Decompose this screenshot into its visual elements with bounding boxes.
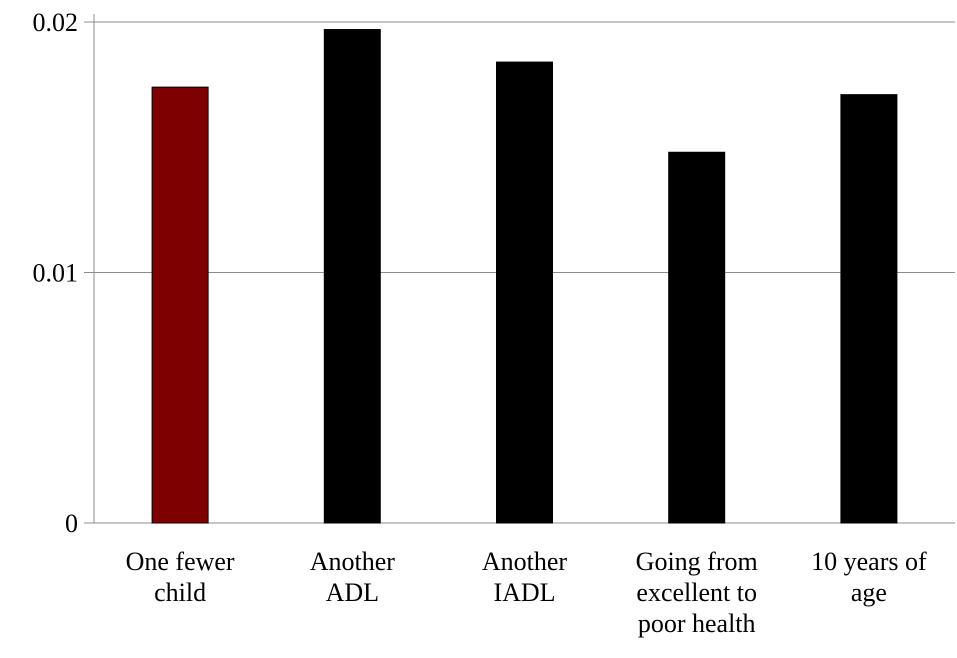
bar [840, 94, 898, 524]
y-tick-label: 0 [65, 509, 78, 538]
x-category-label-line: Another [310, 547, 396, 576]
bar [151, 86, 209, 524]
x-category-label-line: Going from [636, 547, 758, 576]
x-category-label-line: excellent to [636, 578, 757, 607]
x-category-label-line: 10 years of [811, 547, 927, 576]
x-category-label: Going from excellent to poor health [636, 547, 758, 638]
x-category-label-line: age [851, 578, 887, 607]
y-tick-label: 0.01 [33, 259, 79, 288]
y-tick-labels: 0 0.01 0.02 [33, 8, 79, 538]
bar [668, 151, 726, 524]
bar [323, 29, 381, 524]
x-category-label: Another IADL [482, 547, 568, 607]
x-category-label-line: One fewer [126, 547, 235, 576]
x-category-label: Another ADL [310, 547, 396, 607]
x-category-label: 10 years of age [811, 547, 927, 607]
x-category-label-line: ADL [326, 578, 379, 607]
y-tick-label: 0.02 [33, 8, 79, 37]
x-category-label: One fewer child [126, 547, 235, 607]
x-category-label-line: child [154, 578, 206, 607]
bars [151, 29, 898, 524]
bar [496, 61, 553, 524]
x-category-label-line: Another [482, 547, 568, 576]
x-category-label-line: poor health [638, 609, 756, 638]
x-category-label-line: IADL [493, 578, 555, 607]
